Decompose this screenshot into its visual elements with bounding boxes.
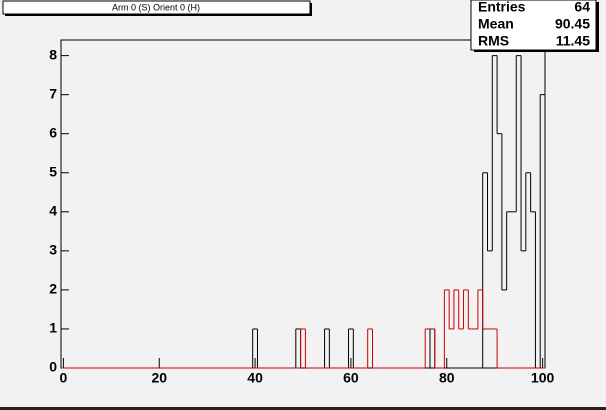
x-tick-label: 20 [151, 370, 167, 386]
y-tick-label: 0 [49, 359, 57, 375]
plot-frame [60, 39, 546, 369]
y-tick-label: 7 [49, 85, 57, 101]
stat-value: 90.45 [555, 16, 590, 32]
x-tick-label: 60 [343, 370, 359, 386]
title-box [2, 0, 311, 15]
stat-label: Entries [478, 0, 526, 15]
x-tick-label: 40 [247, 370, 263, 386]
y-tick-label: 8 [49, 46, 57, 62]
y-tick-label: 3 [49, 242, 57, 258]
x-tick-label: 100 [531, 370, 555, 386]
y-tick-label: 6 [49, 124, 57, 140]
x-tick-label: 80 [439, 370, 455, 386]
y-tick-label: 4 [49, 203, 57, 219]
stat-value: 64 [574, 0, 590, 15]
x-tick-label: 0 [59, 370, 67, 386]
y-tick-label: 2 [49, 281, 57, 297]
chart-title: Arm 0 (S) Orient 0 (H) [112, 2, 200, 12]
y-tick-label: 1 [49, 320, 57, 336]
stat-label: RMS [478, 33, 509, 49]
stats-box [470, 0, 597, 51]
window-edge [0, 407, 606, 410]
stat-label: Mean [478, 16, 514, 32]
stat-value: 11.45 [556, 33, 590, 49]
y-tick-label: 5 [49, 163, 57, 179]
